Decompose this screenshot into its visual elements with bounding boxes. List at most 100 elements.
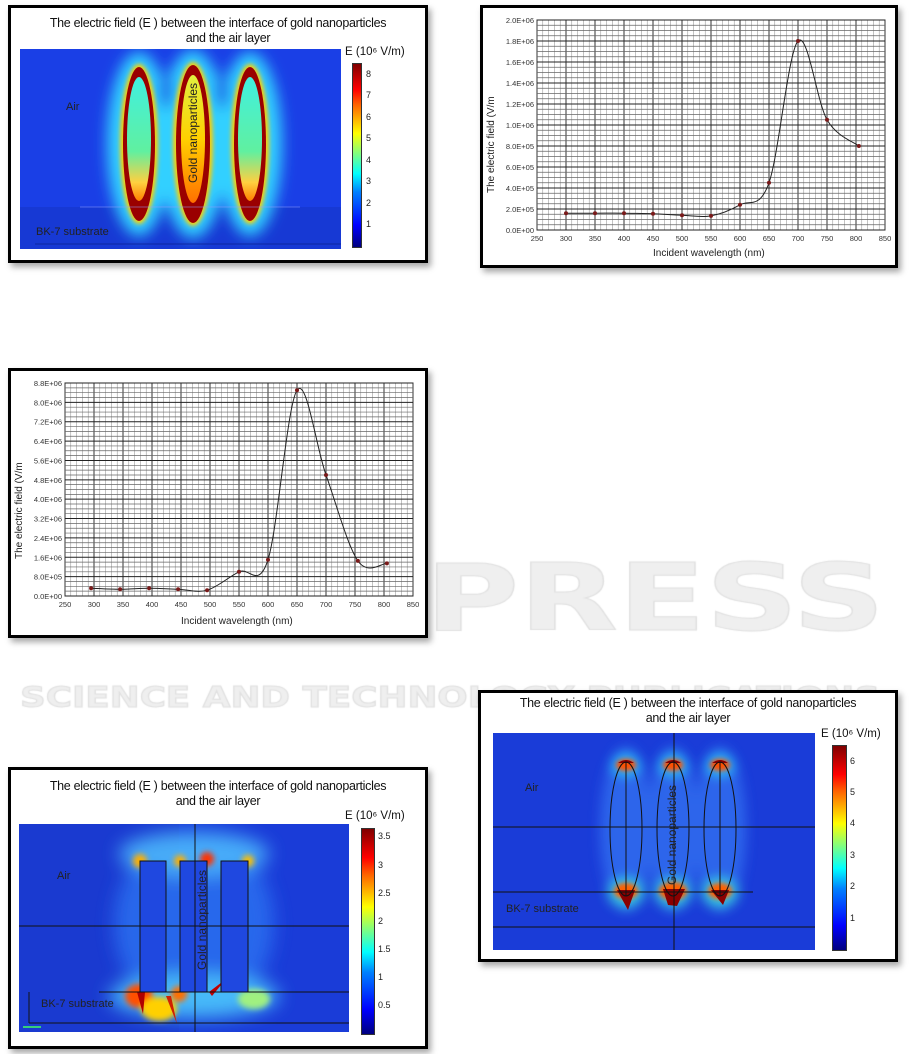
data-point	[118, 587, 123, 592]
colorbar-tick-label: 8	[366, 68, 372, 79]
data-point	[622, 211, 626, 216]
colorbar-unit: E (10⁶ V/m)	[345, 810, 405, 822]
label-air: Air	[57, 870, 71, 882]
colorbar-tick-label: 2	[366, 197, 372, 208]
x-tick-label: 850	[407, 600, 420, 609]
data-point	[680, 213, 684, 218]
figure-title-line2: and the air layer	[645, 711, 731, 725]
colorbar-tick-label: 1	[378, 971, 384, 982]
x-tick-label: 350	[589, 234, 602, 243]
data-point	[796, 39, 800, 43]
colorbar-tick-label: 4	[366, 154, 372, 165]
colorbar-tick-label: 4	[850, 818, 856, 829]
label-substrate: BK-7 substrate	[506, 903, 579, 915]
data-point	[856, 144, 861, 148]
colorbar	[832, 745, 847, 951]
data-point	[237, 569, 241, 574]
label-air: Air	[66, 101, 80, 113]
colorbar-tick-label: 3	[378, 859, 384, 870]
y-tick-label: 8.0E+06	[34, 398, 62, 407]
data-point	[266, 557, 270, 562]
colorbar-tick-label: 3.5	[378, 831, 391, 842]
x-tick-label: 400	[618, 234, 631, 243]
data-point	[176, 587, 181, 592]
colorbar-tick-label: 1	[366, 219, 372, 230]
y-tick-label: 1.2E+06	[506, 100, 534, 109]
chart-svg: 250 300 350 400 450 500 550 600 650 700 750 800 850 0…	[506, 16, 891, 243]
field-map	[20, 49, 341, 249]
field-map	[19, 824, 349, 1032]
x-tick-label: 650	[291, 600, 304, 609]
x-axis-label: Incident wavelength (nm)	[653, 248, 765, 259]
label-substrate: BK-7 substrate	[41, 998, 114, 1010]
x-tick-label: 550	[233, 600, 246, 609]
y-tick-label: 5.6E+06	[34, 456, 62, 465]
figure-title: The electric field (E ) between the inte…	[49, 16, 387, 30]
x-tick-label: 500	[204, 600, 217, 609]
data-point	[738, 202, 742, 207]
series-line	[566, 39, 860, 218]
colorbar-tick-label: 2	[850, 881, 856, 892]
colorbar-tick-label: 1	[850, 912, 856, 923]
colorbar-unit: E (10⁶ V/m)	[345, 46, 405, 58]
label-air: Air	[525, 782, 539, 794]
figure-title: The electric field (E ) between the inte…	[519, 696, 857, 710]
line-chart-high: 250 300 350 400 450 500 550 600 650 700 750 800 850 0…	[8, 368, 428, 638]
heatmap-figure-ellipsoid-outlined: The electric field (E ) between the inte…	[478, 690, 898, 962]
line-chart-ellipsoid: 250 300 350 400 450 500 550 600 650 700 750 800 850 0…	[480, 5, 898, 268]
chart-svg: 250 300 350 400 450 500 550 600 650 700 750 800 850 0…	[34, 379, 420, 609]
colorbar-tick-label: 5	[366, 133, 372, 144]
data-point	[767, 180, 771, 185]
x-tick-label: 250	[59, 600, 72, 609]
x-tick-label: 600	[734, 234, 747, 243]
y-tick-label: 7.2E+06	[34, 418, 62, 427]
colorbar-tick-label: 6	[850, 755, 856, 766]
y-tick-label: 4.0E+05	[506, 184, 534, 193]
x-tick-label: 700	[320, 600, 333, 609]
x-tick-label: 550	[705, 234, 718, 243]
colorbar-tick-label: 0.5	[378, 999, 391, 1010]
x-tick-label: 250	[531, 234, 544, 243]
figure-title: The electric field (E ) between the inte…	[49, 779, 387, 793]
heatmap-figure-rods: The electric field (E ) between the inte…	[8, 767, 428, 1049]
data-point	[384, 561, 389, 566]
x-tick-label: 700	[792, 234, 805, 243]
y-tick-label: 1.8E+06	[506, 37, 534, 46]
colorbar	[361, 828, 375, 1035]
y-tick-label: 1.6E+06	[506, 58, 534, 67]
y-axis-label: The electric field (V/m	[14, 462, 25, 559]
data-point	[205, 588, 210, 593]
x-tick-label: 750	[821, 234, 834, 243]
y-tick-label: 6.0E+05	[506, 163, 534, 172]
y-tick-label: 8.8E+06	[34, 379, 62, 388]
x-tick-label: 800	[378, 600, 391, 609]
x-tick-label: 600	[262, 600, 275, 609]
x-tick-label: 300	[88, 600, 101, 609]
y-tick-label: 2.4E+06	[34, 534, 62, 543]
colorbar-tick-label: 1.5	[378, 943, 391, 954]
label-gold-nanoparticles: Gold nanoparticles	[195, 869, 209, 970]
x-tick-label: 450	[647, 234, 660, 243]
x-tick-label: 400	[146, 600, 159, 609]
colorbar	[352, 63, 362, 248]
x-tick-label: 450	[175, 600, 188, 609]
y-tick-label: 4.0E+06	[34, 495, 62, 504]
y-axis-label: The electric field (V/m	[486, 96, 497, 193]
colorbar-tick-label: 7	[366, 90, 372, 101]
y-tick-label: 4.8E+06	[34, 476, 62, 485]
y-tick-label: 0.0E+00	[506, 226, 534, 235]
colorbar-unit: E (10⁶ V/m)	[821, 728, 881, 740]
y-tick-label: 8.0E+05	[34, 573, 62, 582]
data-point	[825, 117, 829, 122]
data-point	[651, 211, 655, 216]
x-tick-label: 350	[117, 600, 130, 609]
heatmap-figure-ellipsoid-high: The electric field (E ) between the inte…	[8, 5, 428, 263]
x-tick-label: 300	[560, 234, 573, 243]
y-tick-label: 6.4E+06	[34, 437, 62, 446]
label-substrate: BK-7 substrate	[36, 226, 109, 238]
x-tick-label: 650	[763, 234, 776, 243]
colorbar-tick-label: 2.5	[378, 887, 391, 898]
data-point	[355, 558, 360, 563]
figure-title-line2: and the air layer	[175, 794, 261, 808]
